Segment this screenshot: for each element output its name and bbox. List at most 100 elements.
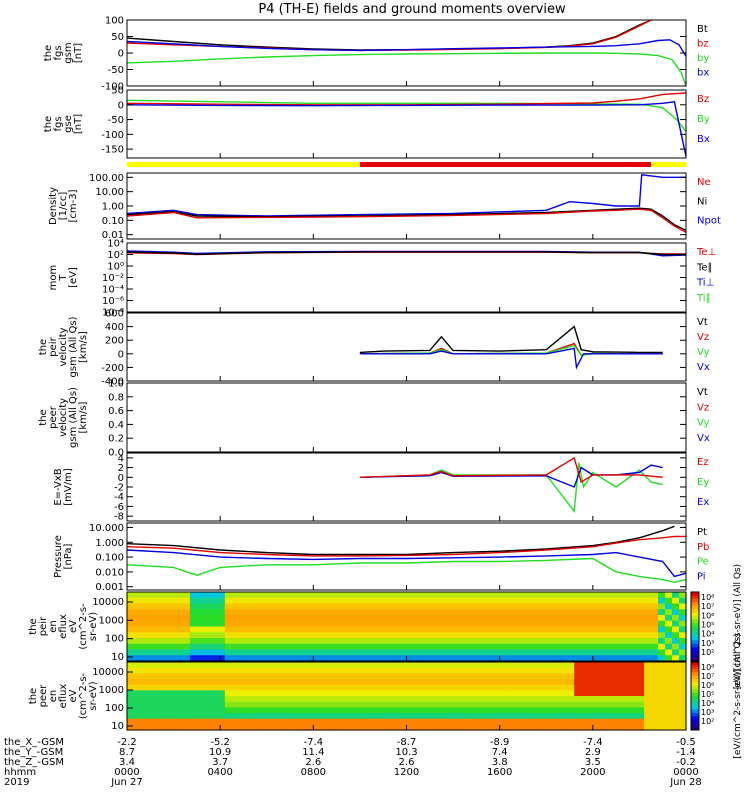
spectrogram-cell [294,597,303,605]
spectrogram-cell [511,667,519,674]
colorbar-frame [690,661,700,731]
spectrogram-cell [273,638,282,645]
spectrogram-cell [203,609,212,616]
spectrogram-cell [623,632,631,639]
ytick-label: 10⁻⁸ [102,308,124,319]
xaxis-row-label: the_Y_-GSM [4,747,63,758]
spectrogram-cell [385,655,394,662]
spectrogram-cell [644,701,652,708]
spectrogram-cell [168,667,177,674]
spectrogram-cell [539,615,547,622]
spectrogram-cell [504,662,512,669]
ytick-label: 1.000 [95,538,124,549]
spectrogram-cell [665,696,673,703]
spectrogram-cell [413,603,422,610]
spectrogram-cell [175,707,184,714]
spectrogram-cell [679,597,687,605]
spectrogram-cell [357,724,366,731]
spectrogram-cell [224,713,233,720]
spectrogram-cell [399,603,408,610]
spectrogram-cell [623,597,631,605]
spectrogram-cell [532,615,540,622]
spectrogram-cell [539,707,547,714]
spectrogram-cell [609,713,617,720]
spectrogram-cell [539,718,547,725]
spectrogram-cell [511,655,519,662]
spectrogram-cell [679,626,687,633]
spectrogram-cell [308,724,317,731]
spectrogram-cell [308,696,317,703]
spectrogram-cell [420,684,429,691]
spectrogram-cell [644,707,652,714]
spectrogram-cell [616,701,624,708]
spectrogram-cell [658,696,666,703]
spectrogram-cell [525,597,533,605]
xaxis-value: 0000 [673,767,698,778]
spectrogram-cell [427,724,436,731]
colorbar-segment [691,719,699,724]
spectrogram-cell [406,609,415,616]
spectrogram-cell [434,615,443,622]
spectrogram-cell [385,615,394,622]
spectrogram-cell [168,597,177,605]
spectrogram-cell [609,643,617,651]
spectrogram-cell [651,592,659,599]
spectrogram-cell [378,662,387,669]
spectrogram-cell [413,679,422,686]
spectrogram-cell [231,667,240,674]
spectrogram-cell [532,643,540,651]
colorbar-segment [691,643,699,648]
spectrogram-cell [658,673,666,680]
spectrogram-cell [280,713,289,720]
spectrogram-cell [420,620,429,628]
spectrogram-cell [574,592,582,599]
spectrogram-cell [602,679,610,686]
spectrogram-cell [658,597,666,605]
spectrogram-cell [343,597,352,605]
spectrogram-cell [672,679,680,686]
spectrogram-cell [364,592,373,599]
spectrogram-cell [581,609,589,616]
spectrogram-cell [315,690,324,697]
spectrogram-cell [679,603,687,610]
spectrogram-cell [630,655,638,662]
spectrogram-cell [567,609,575,616]
spectrogram-cell [161,609,170,616]
spectrogram-cell [210,690,219,697]
spectrogram-cell [189,620,198,628]
colorbar-segment [691,682,699,687]
spectrogram-cell [308,638,317,645]
spectrogram-cell [273,592,282,599]
spectrogram-cell [679,632,687,639]
spectrogram-cell [609,655,617,662]
spectrogram-cell [420,609,429,616]
spectrogram-cell [203,620,212,628]
spectrogram-cell [637,667,645,674]
ylabel-line: peer [38,684,49,708]
spectrogram-cell [427,684,436,691]
panel-peer-en-eflux: thepeerenefluxeV(cm^2-s-sr-eV)10⁸10⁷10⁶1… [28,633,743,758]
spectrogram-cell [133,626,142,633]
spectrogram-cell [567,615,575,622]
spectrogram-cell [217,603,226,610]
spectrogram-cell [140,701,149,708]
spectrogram-cell [672,701,680,708]
spectrogram-cell [602,609,610,616]
spectrogram-cell [448,679,457,686]
spectrogram-cell [462,609,470,616]
spectrogram-cell [595,690,603,697]
spectrogram-cell [567,603,575,610]
ylabel-moments-temp: momT[eV] [48,265,79,291]
spectrogram-cell [658,718,666,725]
spectrogram-cell [350,673,359,680]
spectrogram-cell [637,643,645,651]
spectrogram-cell [308,701,317,708]
xaxis-value: 0000 [114,767,139,778]
spectrogram-cell [462,713,470,720]
spectrogram-cell [448,592,457,599]
spectrogram-cell [441,632,450,639]
spectrogram-cell [651,597,659,605]
spectrogram-cell [546,603,554,610]
spectrogram-cell [140,684,149,691]
spectrogram-cell [406,707,415,714]
